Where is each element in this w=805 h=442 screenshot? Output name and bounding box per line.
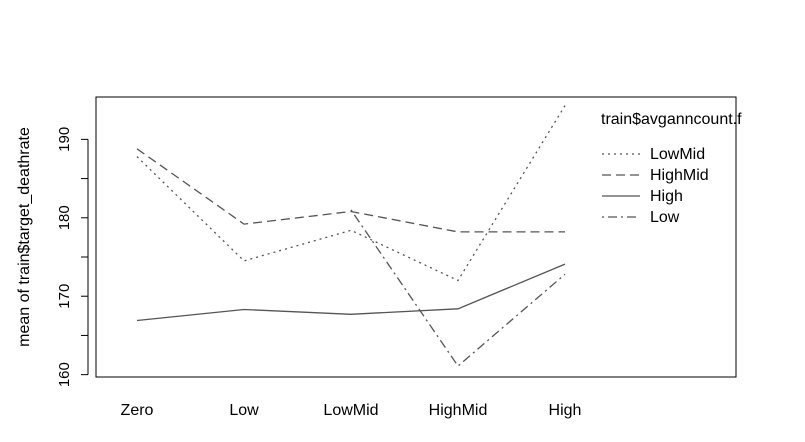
x-axis-tick-labels: Zero Low LowMid HighMid High: [121, 402, 582, 419]
series-line-low: [350, 209, 566, 367]
y-tick-label: 190: [56, 127, 73, 152]
legend-label: LowMid: [650, 146, 705, 163]
legend-label: Low: [650, 209, 680, 226]
plot-frame: [95, 96, 737, 378]
x-tick-label: LowMid: [323, 402, 378, 419]
y-axis: 160 170 180 190: [56, 127, 89, 387]
x-tick-label: High: [549, 402, 582, 419]
series-line-high: [136, 263, 566, 322]
legend-title: train$avganncount.f: [601, 111, 742, 128]
legend-label: High: [650, 188, 683, 205]
y-axis-label: mean of train$target_deathrate: [16, 127, 33, 347]
y-tick-label: 160: [56, 362, 73, 387]
legend-label: HighMid: [650, 167, 709, 184]
legend: train$avganncount.f LowMid HighMid High Low: [601, 111, 742, 226]
series-lines: [136, 105, 566, 367]
x-tick-label: Zero: [121, 402, 154, 419]
y-tick-label: 170: [56, 284, 73, 309]
series-line-lowmid: [136, 105, 566, 282]
x-tick-label: HighMid: [429, 402, 488, 419]
series-line-highmid: [136, 148, 565, 233]
x-tick-label: Low: [229, 402, 259, 419]
y-tick-label: 180: [56, 205, 73, 230]
